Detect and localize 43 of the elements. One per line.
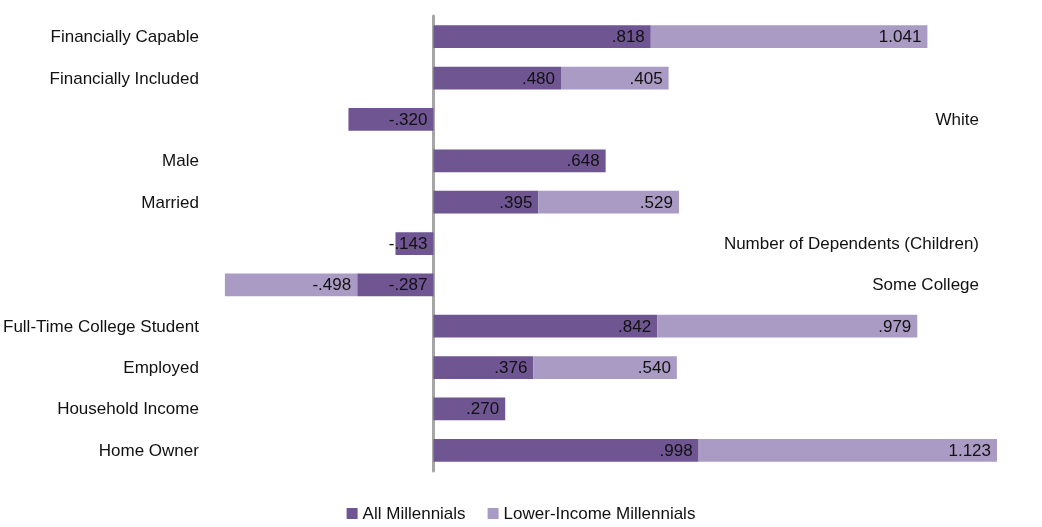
data-label: -.287 (388, 275, 428, 295)
data-label: .979 (878, 316, 912, 336)
bar (433, 314, 658, 338)
data-label: .529 (639, 192, 673, 212)
data-label: -.498 (312, 275, 352, 295)
y-tick-label: Household Income (57, 399, 199, 419)
data-label: .270 (466, 399, 500, 419)
y-tick-label: Employed (123, 358, 199, 378)
data-label: 1.041 (878, 27, 922, 47)
data-label: .395 (499, 192, 533, 212)
bar (224, 273, 358, 297)
y-tick-label: Number of Dependents (Children) (723, 234, 979, 253)
data-label: .480 (521, 68, 555, 88)
legend-label: Lower-Income Millennials (503, 504, 696, 523)
data-label: .405 (629, 68, 663, 88)
data-label: -.320 (388, 109, 428, 129)
y-tick-label: Financially Included (49, 68, 199, 88)
y-tick-label: Married (141, 192, 199, 212)
data-label: .376 (494, 358, 528, 378)
data-label: .648 (566, 151, 600, 171)
bar (433, 149, 606, 173)
y-tick-label: Home Owner (98, 440, 200, 460)
y-tick-label: Financially Capable (50, 27, 199, 47)
bar (698, 438, 997, 462)
bar (433, 438, 699, 462)
y-tick-label: Some College (872, 275, 979, 295)
data-label: 1.123 (948, 440, 991, 460)
bar (657, 314, 918, 338)
data-label: .842 (618, 316, 652, 336)
data-label: .998 (659, 440, 693, 460)
data-label: .818 (611, 27, 645, 47)
y-tick-label: Full-Time College Student (2, 316, 200, 336)
bar (433, 25, 651, 49)
legend-label: All Millennials (362, 504, 466, 523)
y-tick-label: Male (162, 151, 199, 171)
bar (650, 25, 928, 49)
bar (433, 190, 539, 214)
bar (433, 356, 534, 379)
y-tick-label: White (935, 109, 979, 129)
bar (348, 108, 434, 131)
data-label: .540 (637, 358, 671, 378)
bar (533, 356, 677, 379)
bar (538, 190, 679, 214)
